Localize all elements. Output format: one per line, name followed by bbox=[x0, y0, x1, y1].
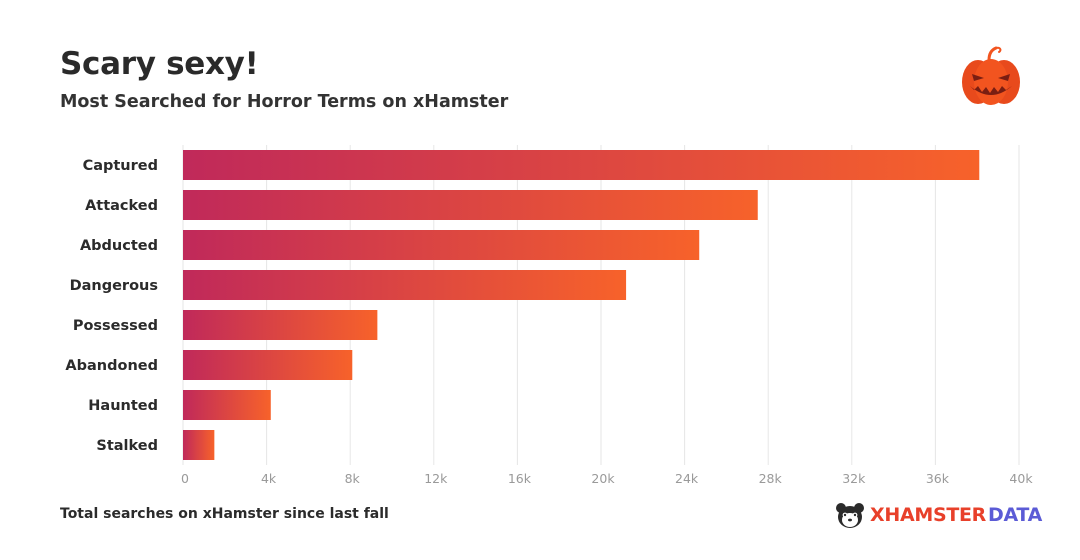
x-tick-label: 4k bbox=[261, 471, 277, 486]
bar-dangerous bbox=[183, 270, 627, 300]
brand-name: XHAMSTER bbox=[870, 504, 987, 526]
bar-possessed bbox=[183, 310, 378, 340]
bar-abandoned bbox=[183, 350, 353, 380]
category-label: Dangerous bbox=[70, 278, 158, 294]
category-label: Possessed bbox=[73, 318, 158, 334]
category-label: Abducted bbox=[80, 238, 158, 254]
x-tick-label: 36k bbox=[926, 471, 950, 486]
x-tick-label: 24k bbox=[675, 471, 699, 486]
x-tick-label: 28k bbox=[759, 471, 783, 486]
chart-subtitle: Most Searched for Horror Terms on xHamst… bbox=[60, 92, 509, 112]
category-label: Abandoned bbox=[65, 358, 158, 374]
x-tick-label: 16k bbox=[508, 471, 532, 486]
category-label: Haunted bbox=[88, 398, 158, 414]
x-tick-label: 12k bbox=[424, 471, 448, 486]
x-tick-label: 40k bbox=[1009, 471, 1033, 486]
chart-title: Scary sexy! bbox=[60, 46, 259, 82]
bar-captured bbox=[183, 150, 980, 180]
bar-attacked bbox=[183, 190, 758, 220]
hamster-icon bbox=[836, 503, 864, 528]
category-label: Captured bbox=[83, 158, 158, 174]
category-label: Stalked bbox=[96, 438, 158, 454]
bar-haunted bbox=[183, 390, 271, 420]
x-tick-label: 0 bbox=[181, 471, 189, 486]
bar-chart: Captured Attacked Abducted Dangerous Possess… bbox=[65, 145, 1033, 486]
footnote: Total searches on xHamster since last fa… bbox=[60, 506, 389, 522]
category-labels: Captured Attacked Abducted Dangerous Possess… bbox=[65, 158, 158, 454]
pumpkin-icon bbox=[962, 46, 1020, 105]
x-axis-ticks: 0 4k 8k 12k 16k 20k 24k 28k 32k 36k 40k bbox=[181, 471, 1033, 486]
x-tick-label: 8k bbox=[345, 471, 361, 486]
bars bbox=[183, 150, 980, 460]
x-tick-label: 32k bbox=[842, 471, 866, 486]
bar-abducted bbox=[183, 230, 700, 260]
x-tick-label: 20k bbox=[591, 471, 615, 486]
category-label: Attacked bbox=[85, 198, 158, 214]
bar-stalked bbox=[183, 430, 215, 460]
brand-logo: XHAMSTER DATA bbox=[834, 500, 1042, 530]
brand-suffix: DATA bbox=[988, 504, 1043, 526]
